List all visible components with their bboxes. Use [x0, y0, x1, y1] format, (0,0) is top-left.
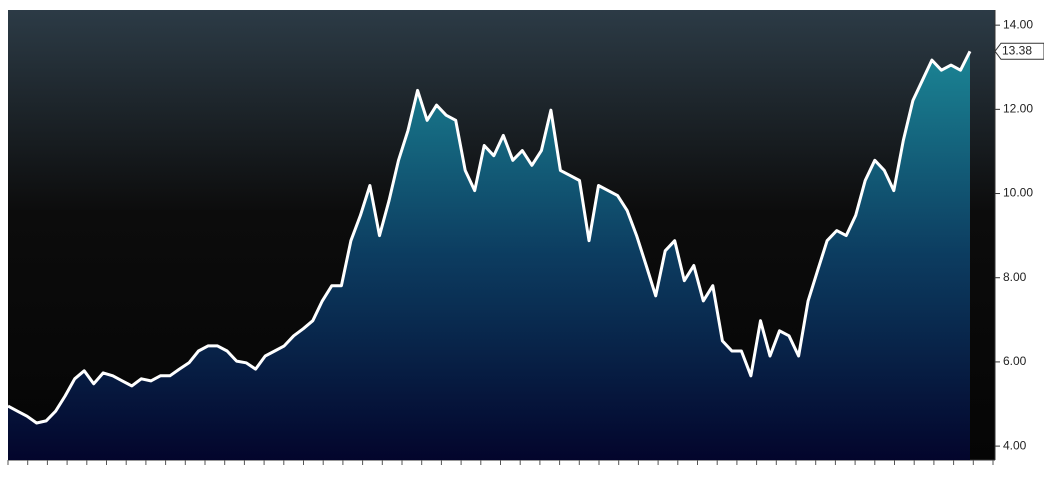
- y-tick-label: 4.00: [1003, 438, 1027, 452]
- y-tick-label: 14.00: [1003, 17, 1033, 31]
- area: [8, 51, 970, 461]
- last-value-marker: [994, 42, 1044, 60]
- y-tick-label: 8.00: [1003, 270, 1027, 284]
- y-tick-label: 6.00: [1003, 354, 1027, 368]
- y-tick-label: 12.00: [1003, 102, 1033, 116]
- last-value-label: 13.38: [1002, 43, 1032, 57]
- y-tick-label: 10.00: [1003, 186, 1033, 200]
- line: [7, 50, 972, 425]
